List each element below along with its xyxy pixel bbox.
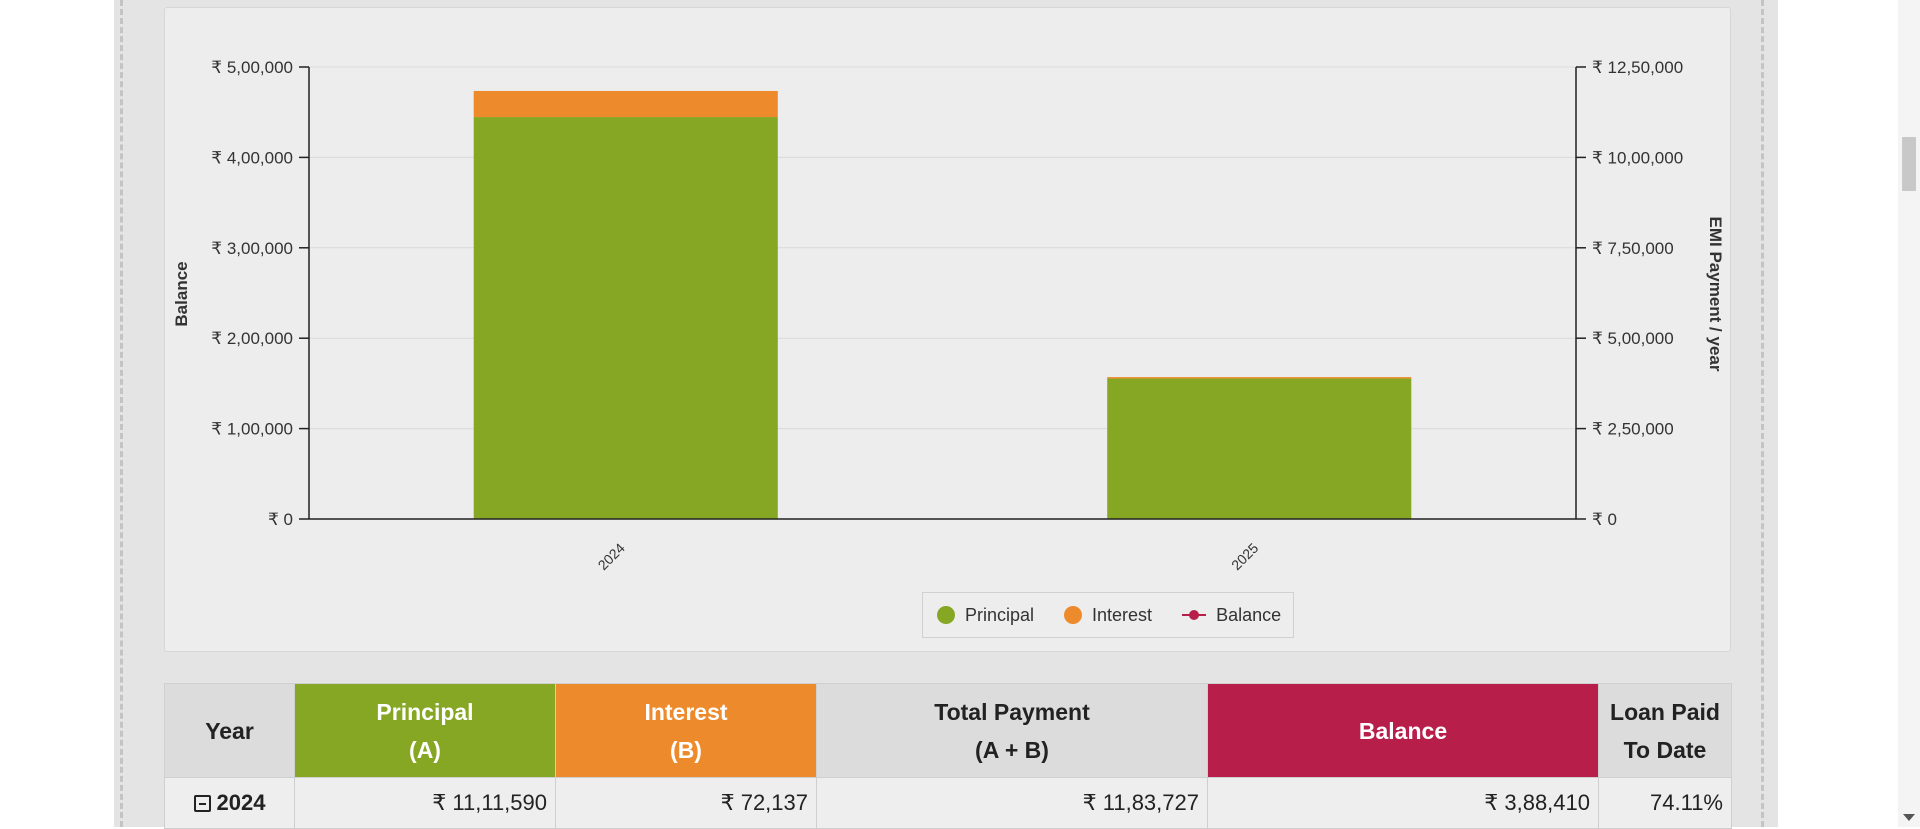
scroll-down-arrow-icon[interactable]: [1903, 814, 1915, 821]
emi-chart-card: 2024 2025 ₹ 0 ₹ 1,00,000 ₹ 2,00,000 ₹ 3,00,00…: [164, 7, 1731, 652]
legend-balance-marker: [1182, 606, 1207, 624]
emi-chart: 2024 2025 ₹ 0 ₹ 1,00,000 ₹ 2,00,000 ₹ 3,00,00…: [172, 58, 1725, 573]
chart-legend: Principal Interest Balance: [922, 592, 1295, 638]
header-total-sub: (A + B): [975, 736, 1049, 763]
collapse-toggle-icon[interactable]: [193, 795, 211, 812]
left-tick-label: ₹ 3,00,000: [211, 239, 293, 258]
left-tick-label: ₹ 0: [268, 510, 293, 529]
legend-principal-label: Principal: [965, 604, 1035, 625]
scrollbar-thumb[interactable]: [1902, 137, 1916, 191]
header-total-label: Total Payment: [934, 698, 1090, 725]
header-balance-label: Balance: [1358, 717, 1448, 744]
right-tick-label: ₹ 5,00,000: [1592, 329, 1674, 348]
row-year-cell[interactable]: 2024: [164, 777, 295, 829]
left-dashed-border: [120, 0, 123, 827]
right-axis-title: EMI Payment / year: [1706, 217, 1725, 372]
payment-schedule-table: Year Principal (A) Interest (B) Total Pa…: [164, 683, 1732, 829]
legend-interest-label: Interest: [1092, 604, 1153, 625]
legend-item-interest[interactable]: Interest: [1064, 605, 1152, 626]
bar-principal-2025: [1107, 378, 1412, 519]
row-interest: ₹ 72,137: [555, 777, 817, 829]
table-header-row: Year Principal (A) Interest (B) Total Pa…: [164, 683, 1732, 778]
header-paid-sub: To Date: [1623, 736, 1707, 763]
bar-principal-2024: [473, 117, 778, 519]
left-tick-label: ₹ 4,00,000: [211, 148, 293, 167]
vertical-scrollbar[interactable]: [1898, 0, 1920, 827]
header-total-payment: Total Payment (A + B): [816, 683, 1208, 778]
header-loan-paid: Loan Paid To Date: [1598, 683, 1732, 778]
header-paid-label: Loan Paid: [1610, 698, 1720, 725]
left-tick-label: ₹ 5,00,000: [211, 58, 293, 77]
left-axis-title: Balance: [172, 261, 191, 326]
table-row: 2024 ₹ 11,11,590 ₹ 72,137 ₹ 11,83,727 ₹ …: [164, 777, 1732, 829]
header-principal-sub: (A): [409, 736, 441, 763]
legend-balance-label: Balance: [1216, 604, 1282, 625]
header-interest-sub: (B): [670, 736, 702, 763]
header-principal: Principal (A): [294, 683, 556, 778]
legend-item-balance[interactable]: Balance: [1182, 605, 1281, 626]
left-tick-label: ₹ 2,00,000: [211, 329, 293, 348]
x-tick-label-2024: 2024: [595, 540, 628, 573]
header-principal-label: Principal: [376, 698, 474, 725]
legend-interest-marker: [1064, 606, 1083, 624]
header-interest: Interest (B): [555, 683, 817, 778]
legend-item-principal[interactable]: Principal: [937, 605, 1034, 626]
right-dashed-border: [1761, 0, 1764, 827]
row-total-payment: ₹ 11,83,727: [816, 777, 1208, 829]
bar-interest-2025: [1107, 377, 1412, 379]
right-tick-label: ₹ 2,50,000: [1592, 420, 1674, 439]
right-tick-label: ₹ 7,50,000: [1592, 239, 1674, 258]
right-tick-label: ₹ 12,50,000: [1592, 58, 1683, 77]
row-loan-paid: 74.11%: [1598, 777, 1732, 829]
row-balance: ₹ 3,88,410: [1207, 777, 1599, 829]
left-tick-label: ₹ 1,00,000: [211, 420, 293, 439]
bar-interest-2024: [473, 90, 778, 118]
header-balance: Balance: [1207, 683, 1599, 778]
header-year: Year: [164, 683, 295, 778]
x-tick-label-2025: 2025: [1228, 540, 1261, 573]
header-year-label: Year: [205, 717, 254, 744]
right-tick-label: ₹ 0: [1592, 510, 1617, 529]
header-interest-label: Interest: [644, 698, 728, 725]
row-year: 2024: [216, 790, 266, 815]
row-principal: ₹ 11,11,590: [294, 777, 556, 829]
legend-principal-marker: [937, 606, 955, 624]
right-tick-label: ₹ 10,00,000: [1592, 148, 1683, 167]
